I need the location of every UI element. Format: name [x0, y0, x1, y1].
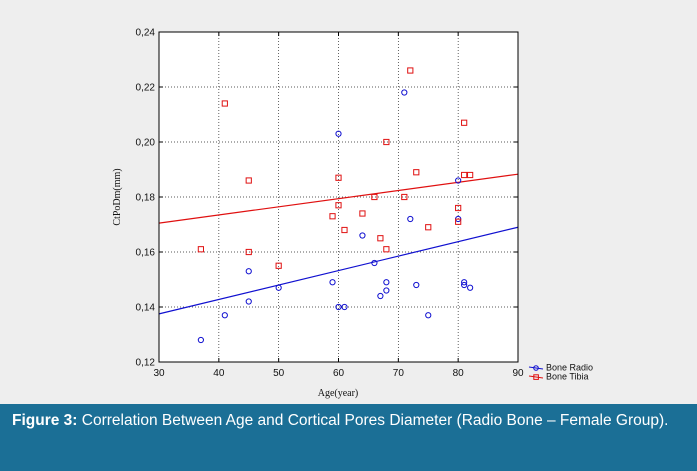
figure-caption: Figure 3: Correlation Between Age and Co… — [0, 404, 697, 471]
data-points — [197, 67, 474, 344]
legend-line-2 — [528, 375, 544, 379]
legend-line-1 — [528, 366, 544, 370]
tibia-point — [461, 171, 468, 179]
y-tick-label: 0,12 — [136, 358, 156, 369]
tibia-point — [383, 246, 390, 253]
legend-label-1: Bone Radio — [546, 363, 593, 373]
tibia-point — [461, 119, 468, 126]
x-tick-label: 40 — [213, 368, 225, 379]
tibia-point — [413, 169, 420, 176]
radio-point — [461, 279, 468, 286]
radio-point — [455, 177, 462, 184]
radio-point — [413, 281, 420, 289]
x-tick-label: 80 — [453, 368, 465, 379]
tibia-point — [221, 100, 228, 107]
x-tick-label: 90 — [512, 368, 524, 379]
radio-point — [245, 268, 252, 275]
radio-point — [341, 303, 348, 311]
radio-point — [221, 312, 228, 319]
tibia-point — [455, 204, 462, 212]
scatter-chart: 30 40 50 60 70 80 90 0,12 0,14 0,16 0,18 0,20 0,22 0,… — [8, 0, 697, 404]
fit-lines — [158, 173, 519, 315]
tibia-point — [425, 224, 432, 231]
radio-point — [383, 287, 390, 294]
tibia-point — [359, 210, 366, 217]
tibia-point — [341, 226, 348, 234]
chart-area: 30 40 50 60 70 80 90 0,12 0,14 0,16 0,18 0,20 0,22 0,… — [8, 0, 697, 404]
tibia-point — [467, 171, 474, 179]
radio-point — [329, 279, 336, 286]
radio-point — [407, 215, 414, 223]
legend-label-2: Bone Tibia — [546, 372, 589, 382]
radio-point — [467, 284, 474, 291]
tibia-point — [383, 138, 390, 146]
radio-point — [245, 298, 252, 305]
fit-line-2 — [158, 173, 519, 224]
radio-point — [425, 312, 432, 319]
radio-point — [401, 89, 408, 96]
x-tick-label: 70 — [393, 368, 405, 379]
tibia-point — [275, 262, 282, 269]
tibia-point — [335, 174, 342, 181]
legend-marker-circle — [533, 365, 539, 371]
tibia-point — [407, 67, 414, 74]
y-tick-label: 0,24 — [136, 28, 156, 39]
x-tick-label: 30 — [153, 368, 165, 379]
radio-point — [383, 279, 390, 286]
y-tick-label: 0,20 — [136, 138, 156, 149]
x-tick-label: 50 — [273, 368, 285, 379]
grid — [159, 32, 518, 362]
radio-point — [377, 292, 384, 300]
radio-point — [461, 281, 468, 289]
tibia-point — [377, 235, 384, 242]
y-tick-label: 0,16 — [136, 248, 156, 259]
x-tick-label: 60 — [333, 368, 345, 379]
y-tick-label: 0,14 — [136, 303, 156, 314]
fit-line-1 — [158, 226, 519, 315]
radio-point — [275, 284, 282, 291]
tibia-point — [329, 213, 336, 220]
tibia-point — [245, 248, 252, 256]
tibia-point — [245, 177, 252, 184]
tick-labels: 30 40 50 60 70 80 90 0,12 0,14 0,16 0,18 0,20 0,22 0,… — [136, 28, 524, 380]
tibia-point — [371, 193, 378, 201]
tibia-point — [401, 193, 408, 201]
radio-point — [359, 232, 366, 239]
caption-text: Correlation Between Age and Cortical Por… — [81, 412, 669, 429]
radio-point — [371, 259, 378, 267]
radio-point — [197, 336, 204, 344]
y-tick-label: 0,18 — [136, 193, 156, 204]
y-axis-title: CtPoDm(mm) — [112, 168, 123, 225]
caption-label: Figure 3: — [12, 412, 78, 429]
radio-point — [335, 303, 342, 311]
tibia-point — [335, 202, 342, 209]
legend-marker-square — [533, 374, 539, 380]
radio-point — [335, 130, 342, 137]
tibia-point — [197, 246, 204, 253]
y-tick-label: 0,22 — [136, 83, 156, 94]
tibia-point — [455, 218, 462, 225]
x-axis-title: Age(year) — [318, 388, 359, 399]
